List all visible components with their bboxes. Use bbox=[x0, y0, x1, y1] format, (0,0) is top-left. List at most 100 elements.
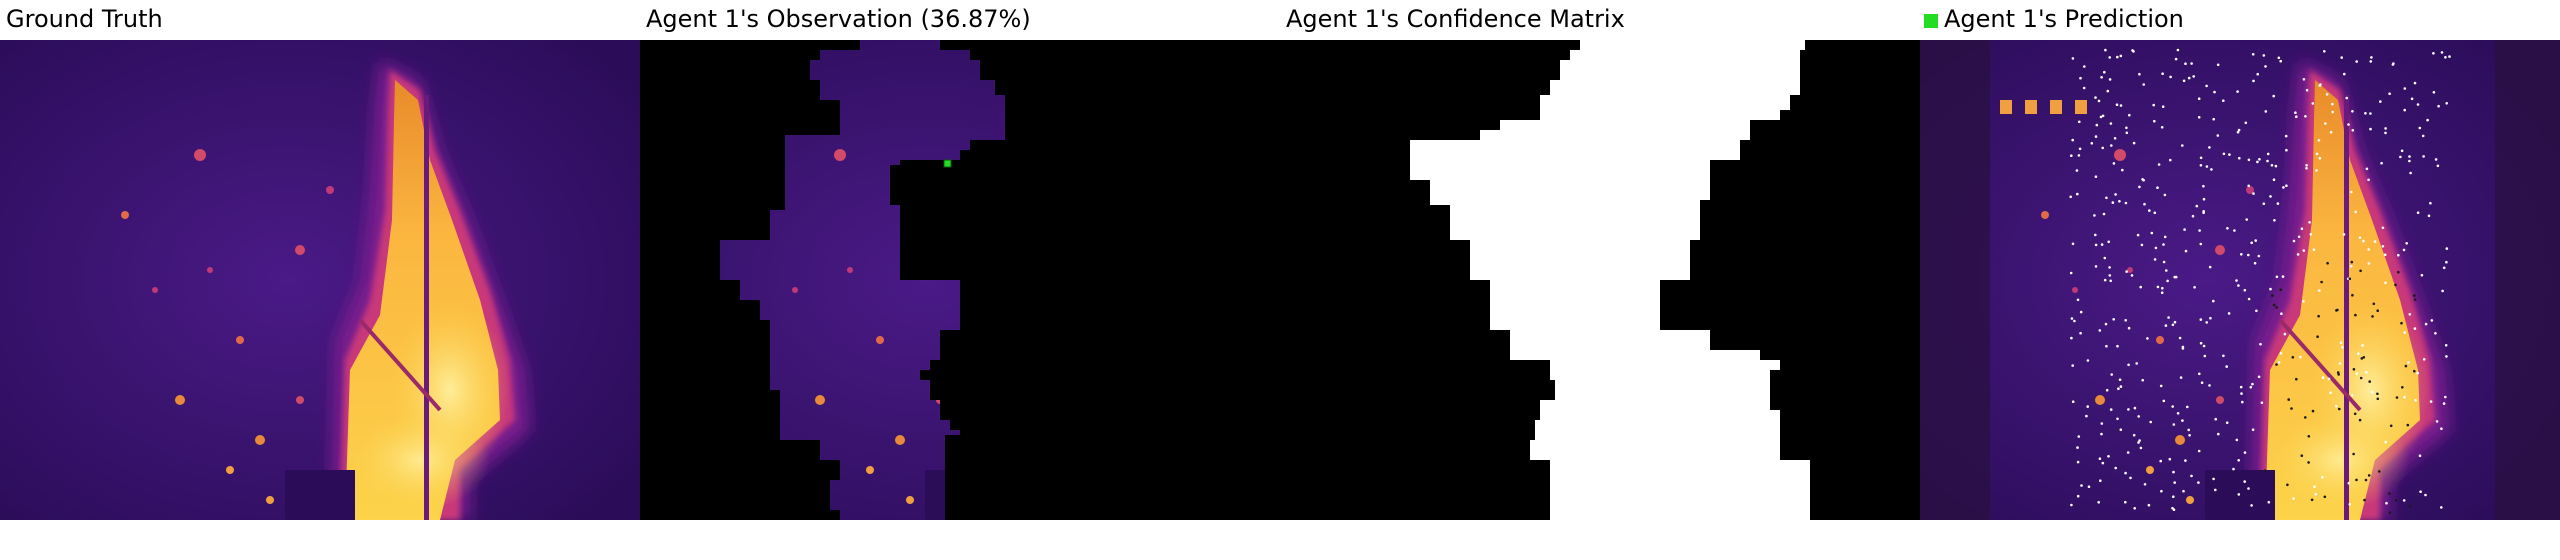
sample-dot bbox=[2426, 118, 2429, 122]
sample-dot bbox=[2287, 398, 2290, 401]
sample-dot bbox=[2445, 355, 2448, 358]
sample-dot bbox=[2198, 229, 2201, 232]
sample-dot bbox=[2365, 371, 2368, 374]
sample-dot bbox=[2281, 275, 2285, 278]
sample-dot bbox=[2352, 368, 2356, 371]
sample-dot bbox=[2354, 313, 2357, 317]
sample-dot bbox=[2071, 138, 2074, 142]
sample-dot bbox=[2361, 344, 2364, 347]
sample-dot bbox=[2325, 93, 2329, 96]
sample-dot bbox=[2079, 331, 2082, 335]
sample-dot bbox=[2244, 121, 2248, 125]
sample-dot bbox=[2408, 313, 2412, 316]
sample-dot bbox=[2071, 57, 2075, 60]
sample-dot bbox=[2404, 364, 2408, 368]
sample-dot bbox=[2315, 169, 2318, 172]
sample-dot bbox=[2300, 454, 2304, 458]
sample-dot bbox=[2129, 476, 2132, 480]
sample-dot bbox=[2272, 94, 2275, 98]
sample-dot bbox=[2079, 310, 2083, 314]
sample-dot bbox=[2252, 192, 2255, 195]
sample-dot bbox=[2093, 214, 2096, 217]
sample-dot bbox=[2109, 122, 2113, 125]
sample-dot bbox=[2260, 401, 2264, 405]
sample-dot bbox=[2173, 320, 2177, 324]
sample-dot bbox=[2255, 309, 2258, 313]
sample-dot bbox=[2197, 116, 2201, 119]
sample-dot bbox=[2162, 243, 2165, 246]
sample-dot bbox=[2256, 72, 2259, 76]
sample-dot bbox=[2388, 511, 2392, 514]
sample-dot bbox=[2282, 186, 2285, 189]
sample-dot bbox=[2326, 261, 2329, 265]
sample-dot bbox=[2124, 471, 2127, 475]
sample-dot bbox=[2416, 103, 2420, 106]
sample-dot bbox=[2384, 440, 2387, 444]
sample-dot bbox=[2164, 324, 2168, 327]
sample-dot bbox=[2086, 405, 2089, 408]
sample-dot bbox=[2104, 48, 2107, 52]
sample-dot bbox=[2266, 159, 2269, 163]
sample-dot bbox=[2153, 258, 2157, 261]
sample-dot bbox=[2162, 260, 2166, 264]
sample-dot bbox=[2119, 54, 2123, 58]
sample-dot bbox=[2087, 485, 2091, 489]
sample-dot bbox=[2401, 386, 2404, 389]
sample-dot bbox=[2127, 326, 2131, 330]
sample-dot bbox=[2335, 404, 2338, 408]
sample-dot bbox=[2097, 99, 2101, 103]
sample-dot bbox=[2380, 161, 2383, 165]
sample-dot bbox=[2119, 385, 2123, 388]
sample-dot bbox=[2172, 495, 2175, 499]
sample-dot bbox=[2202, 184, 2205, 188]
sample-dot bbox=[2340, 56, 2343, 59]
sample-dot bbox=[2408, 159, 2411, 163]
sample-dot bbox=[2262, 202, 2266, 205]
sample-dot bbox=[2208, 146, 2211, 149]
sample-dot bbox=[2436, 164, 2440, 168]
sample-dot bbox=[2362, 356, 2366, 359]
sample-dot bbox=[2128, 113, 2131, 117]
sample-dot bbox=[2094, 175, 2098, 178]
sample-dot bbox=[2132, 50, 2135, 53]
sample-dot bbox=[2304, 115, 2307, 118]
sample-dot bbox=[2133, 507, 2136, 510]
sample-dot bbox=[2384, 281, 2387, 285]
sample-dot bbox=[2267, 500, 2271, 504]
sample-dot bbox=[2388, 492, 2391, 495]
sample-dot bbox=[2095, 123, 2099, 127]
sample-dot bbox=[2213, 90, 2216, 94]
sample-dot bbox=[2247, 297, 2251, 301]
sample-dot bbox=[2448, 55, 2451, 58]
sample-dot bbox=[2112, 318, 2115, 321]
sample-dot bbox=[2258, 158, 2261, 161]
sample-dot bbox=[2162, 399, 2166, 403]
sample-dot bbox=[2338, 362, 2342, 365]
sample-dot bbox=[2205, 84, 2208, 88]
sample-dot bbox=[2441, 289, 2444, 293]
sample-dot bbox=[2343, 72, 2346, 76]
sample-dot bbox=[2090, 142, 2094, 145]
sample-dot bbox=[2202, 197, 2206, 201]
sample-dot bbox=[2414, 399, 2417, 402]
sample-dot bbox=[2307, 435, 2311, 438]
sample-dot bbox=[2314, 492, 2318, 496]
sample-dot bbox=[2075, 169, 2079, 172]
sample-dot bbox=[2094, 265, 2098, 268]
sample-dot bbox=[2272, 303, 2276, 307]
sample-dot bbox=[2274, 164, 2278, 168]
sample-dot bbox=[2427, 214, 2431, 218]
sample-dot bbox=[2394, 499, 2398, 502]
sample-dot bbox=[2435, 420, 2439, 423]
sample-dot bbox=[2247, 158, 2251, 162]
sample-dot bbox=[2331, 102, 2334, 106]
sample-dot bbox=[2184, 459, 2187, 462]
sample-dot bbox=[2367, 474, 2371, 477]
sample-dot bbox=[2116, 344, 2119, 348]
sample-dot bbox=[2232, 467, 2235, 471]
sample-dot bbox=[2105, 196, 2108, 200]
sample-dot bbox=[2403, 331, 2406, 334]
sample-dot bbox=[2345, 96, 2348, 100]
sample-dot bbox=[2156, 186, 2159, 189]
